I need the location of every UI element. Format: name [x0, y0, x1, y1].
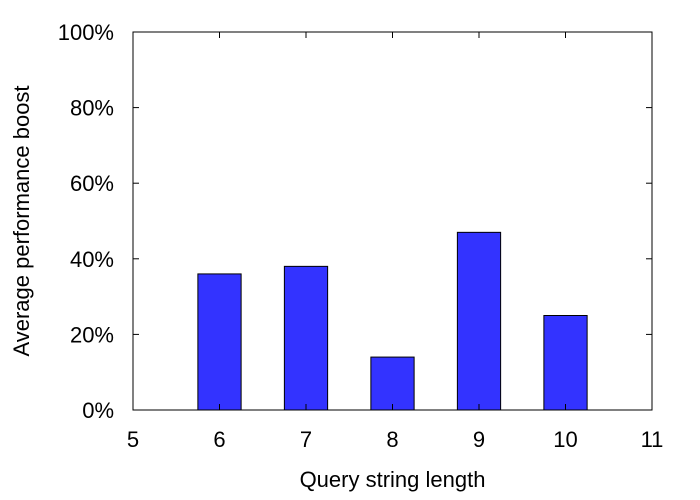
x-tick-label: 11: [641, 427, 664, 452]
x-tick-labels: 5 6 7 8 9 10 11: [127, 427, 664, 452]
bar-7: [283, 265, 329, 411]
y-tick-label: 0%: [82, 398, 114, 423]
y-tick-label: 20%: [70, 322, 114, 347]
bar-10: [543, 315, 588, 411]
y-axis-title: Average performance boost: [9, 85, 34, 356]
y-tick-label: 80%: [70, 96, 114, 121]
bar-8: [370, 356, 415, 411]
bar-9: [456, 231, 502, 411]
x-tick-label: 8: [386, 427, 398, 452]
y-tick-label: 100%: [58, 20, 114, 45]
x-tick-label: 10: [553, 427, 577, 452]
x-tick-label: 5: [127, 427, 139, 452]
axis-ticks: [133, 32, 652, 410]
x-tick-label: 7: [300, 427, 312, 452]
y-tick-labels: 0% 20% 40% 60% 80% 100%: [58, 20, 114, 423]
x-tick-label: 6: [213, 427, 225, 452]
y-tick-label: 40%: [70, 247, 114, 272]
bar-6: [197, 273, 242, 411]
y-tick-label: 60%: [70, 171, 114, 196]
bars-group: [197, 231, 588, 411]
x-tick-label: 9: [473, 427, 485, 452]
x-axis-title: Query string length: [300, 467, 486, 492]
